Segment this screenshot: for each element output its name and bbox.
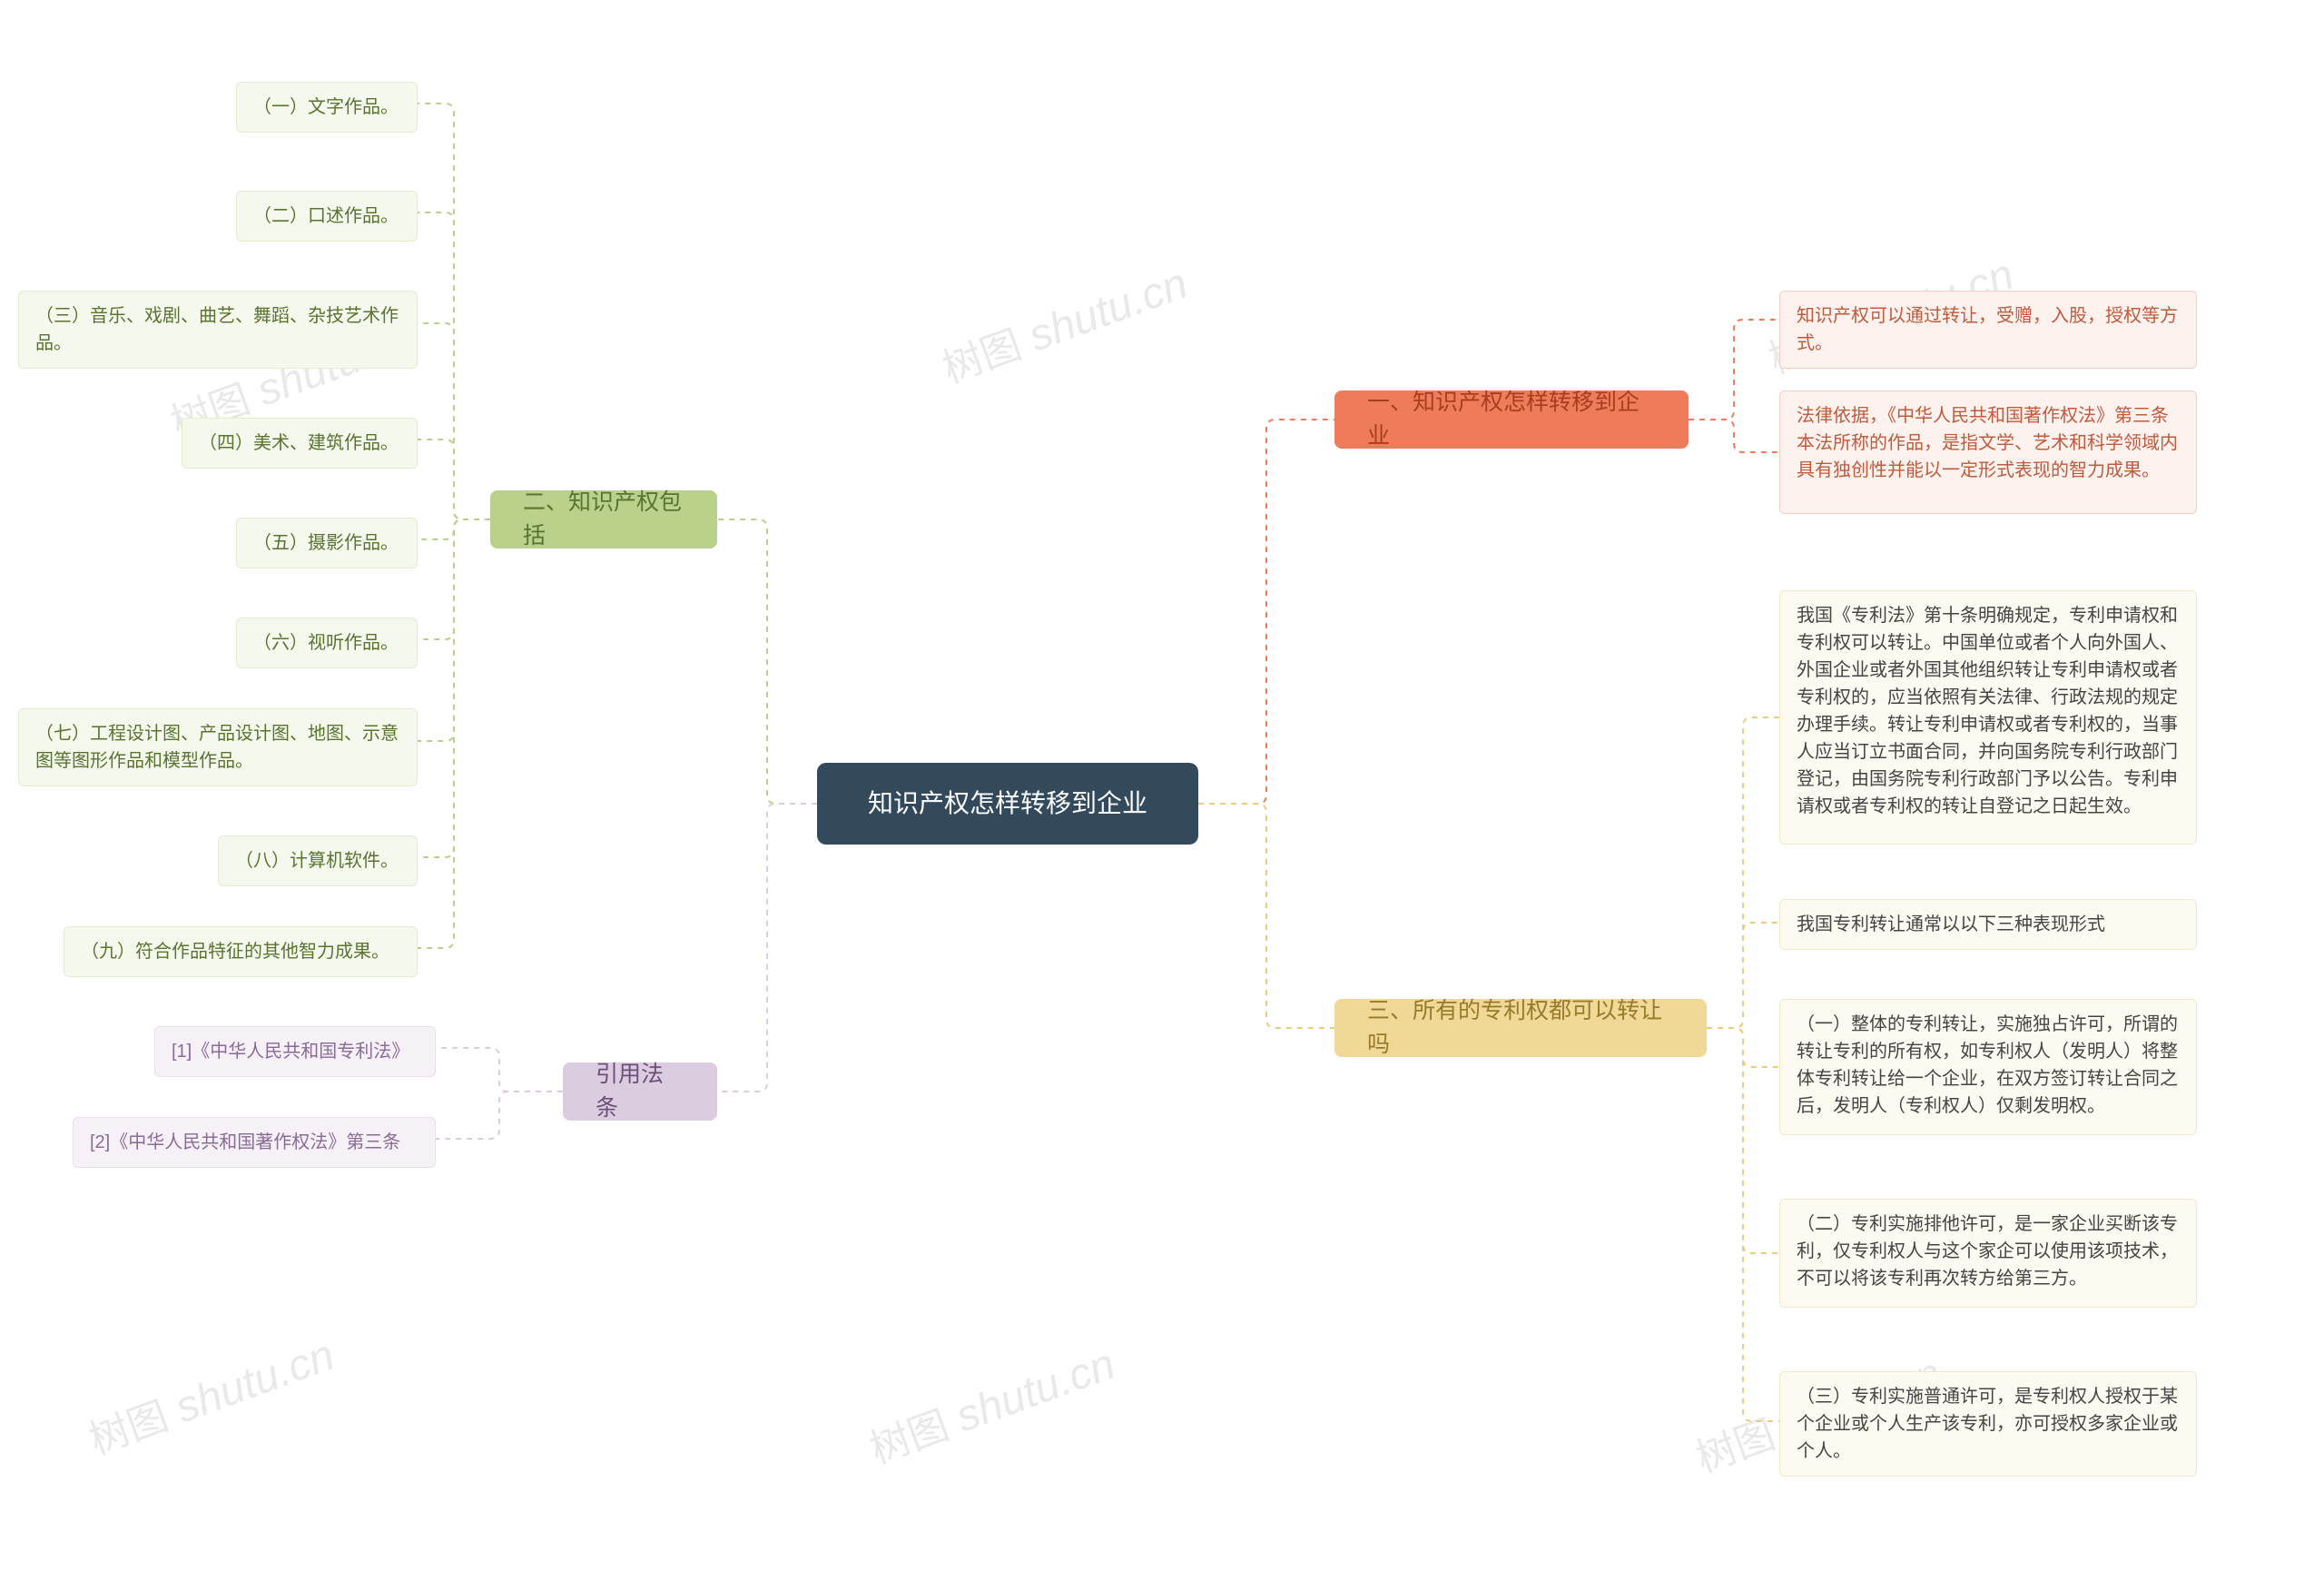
- leaf-node: （四）美术、建筑作品。: [182, 418, 418, 469]
- leaf-node: [2]《中华人民共和国著作权法》第三条: [73, 1117, 436, 1168]
- leaf-node: （九）符合作品特征的其他智力成果。: [64, 926, 418, 977]
- watermark: 树图 shutu.cn: [861, 1332, 1122, 1475]
- leaf-node: （一）整体的专利转让，实施独占许可，所谓的转让专利的所有权，如专利权人（发明人）…: [1779, 999, 2197, 1135]
- leaf-node: （六）视听作品。: [236, 618, 418, 668]
- branch-node: 一、知识产权怎样转移到企业: [1334, 390, 1689, 449]
- branch-node: 三、所有的专利权都可以转让吗: [1334, 999, 1707, 1057]
- leaf-node: （三）音乐、戏剧、曲艺、舞蹈、杂技艺术作品。: [18, 291, 418, 369]
- leaf-node: 我国专利转让通常以以下三种表现形式: [1779, 899, 2197, 950]
- leaf-node: （二）口述作品。: [236, 191, 418, 242]
- leaf-node: （一）文字作品。: [236, 82, 418, 133]
- center-node: 知识产权怎样转移到企业: [817, 763, 1198, 845]
- watermark: 树图 shutu.cn: [80, 1323, 341, 1466]
- leaf-node: 法律依据，《中华人民共和国著作权法》第三条本法所称的作品，是指文学、艺术和科学领…: [1779, 390, 2197, 514]
- leaf-node: [1]《中华人民共和国专利法》: [154, 1026, 436, 1077]
- leaf-node: （五）摄影作品。: [236, 518, 418, 568]
- leaf-node: （二）专利实施排他许可，是一家企业买断该专利，仅专利权人与这个家企可以使用该项技…: [1779, 1199, 2197, 1308]
- leaf-node: 知识产权可以通过转让，受赠，入股，授权等方式。: [1779, 291, 2197, 369]
- watermark: 树图 shutu.cn: [933, 252, 1195, 394]
- leaf-node: （三）专利实施普通许可，是专利权人授权于某个企业或个人生产该专利，亦可授权多家企…: [1779, 1371, 2197, 1477]
- leaf-node: （七）工程设计图、产品设计图、地图、示意图等图形作品和模型作品。: [18, 708, 418, 786]
- leaf-node: 我国《专利法》第十条明确规定，专利申请权和专利权可以转让。中国单位或者个人向外国…: [1779, 590, 2197, 845]
- leaf-node: （八）计算机软件。: [218, 835, 418, 886]
- branch-node: 引用法条: [563, 1062, 717, 1121]
- branch-node: 二、知识产权包括: [490, 490, 717, 548]
